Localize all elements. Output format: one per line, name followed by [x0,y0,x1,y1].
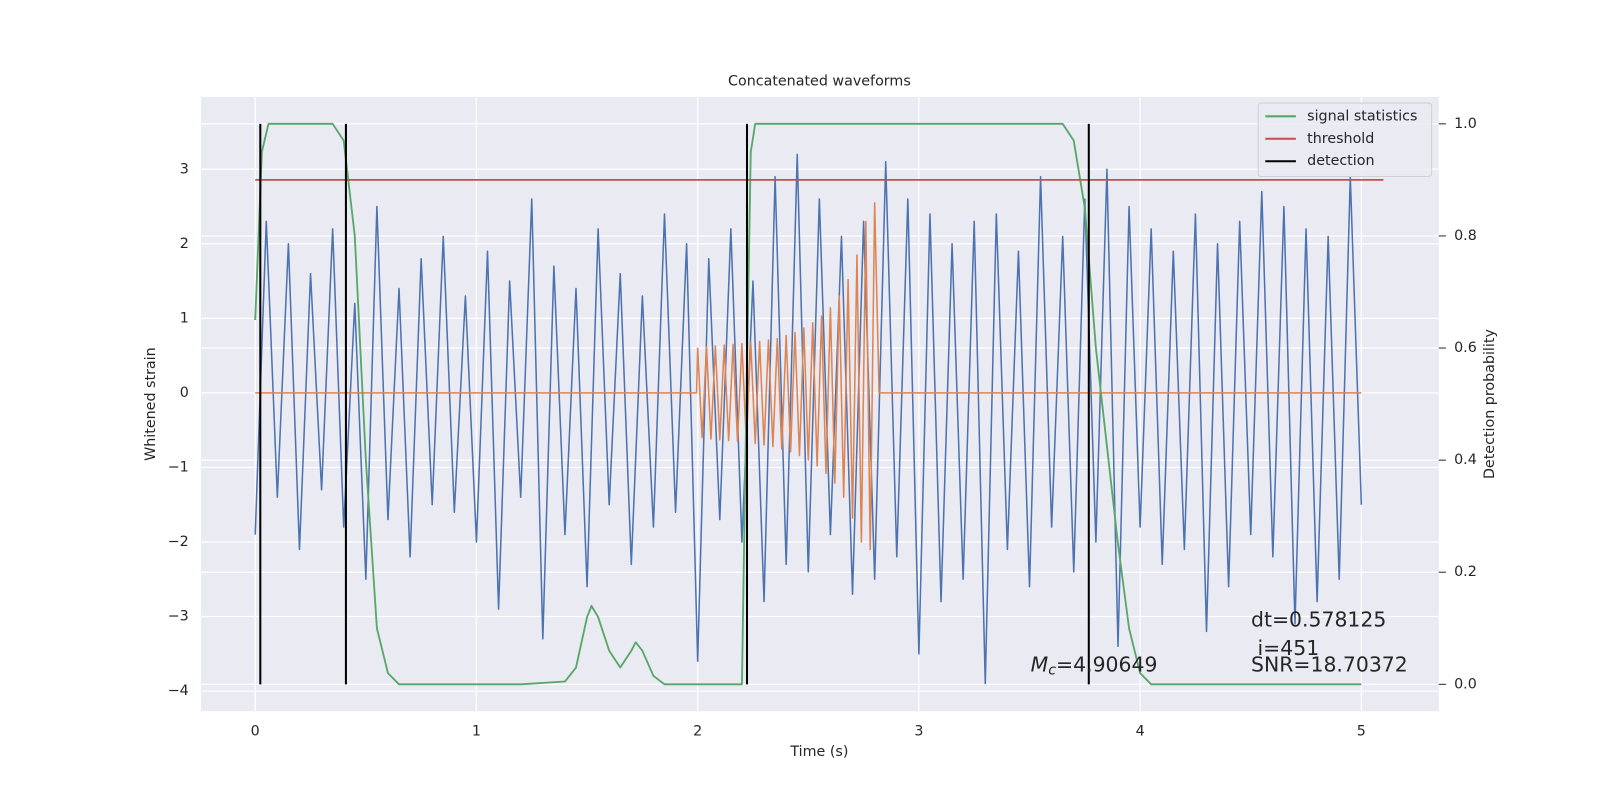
y-tick-label: 1 [180,310,189,326]
annotation-dt: dt=0.578125 [1251,607,1386,631]
y2-axis-label: Detection probability [1482,329,1498,480]
y-axis-label: Whitened strain [143,347,159,461]
legend-box [1257,102,1433,178]
y-tick-label: 2 [180,236,189,252]
x-tick-label: 5 [1357,724,1366,740]
x-tick-label: 0 [251,724,260,740]
mc-value: =4.90649 [1056,652,1157,676]
y-tick-label: −3 [168,609,189,625]
y-tick-label: 0 [180,385,189,401]
x-tick-label: 4 [1136,724,1145,740]
y2-tick-label: 0.4 [1454,452,1477,468]
mc-symbol: M [1031,652,1049,676]
legend: signal statistics threshold detection [1257,102,1433,178]
x-tick-label: 2 [693,724,702,740]
series-line [254,122,1362,686]
annotation-snr: SNR=18.70372 [1251,652,1408,676]
annotation-mc: Mc=4.90649 [1031,652,1158,678]
series-line [255,202,1362,551]
y2-tick-label: 0.6 [1454,340,1477,356]
mc-subscript: c [1048,662,1056,678]
annotation-i: i=451 [1251,636,1319,660]
y-tick-label: −4 [168,683,189,699]
y2-tick-label: 0.2 [1454,564,1477,580]
y2-tick-label: 0.8 [1454,228,1477,244]
y-tick-label: 3 [180,161,189,177]
y2-tick-label: 1.0 [1454,116,1477,132]
legend-label: detection [1307,153,1374,169]
x-tick-label: 3 [914,724,923,740]
chart-title: Concatenated waveforms [728,74,911,90]
x-tick-label: 1 [472,724,481,740]
y2-tick-label: 0.0 [1454,676,1477,692]
y-tick-label: −2 [168,534,189,550]
x-axis-label: Time (s) [789,744,848,760]
marks [254,122,1384,686]
series-line [254,153,1363,685]
legend-label: threshold [1307,131,1374,147]
y-tick-label: −1 [168,459,189,475]
legend-label: signal statistics [1307,108,1417,124]
